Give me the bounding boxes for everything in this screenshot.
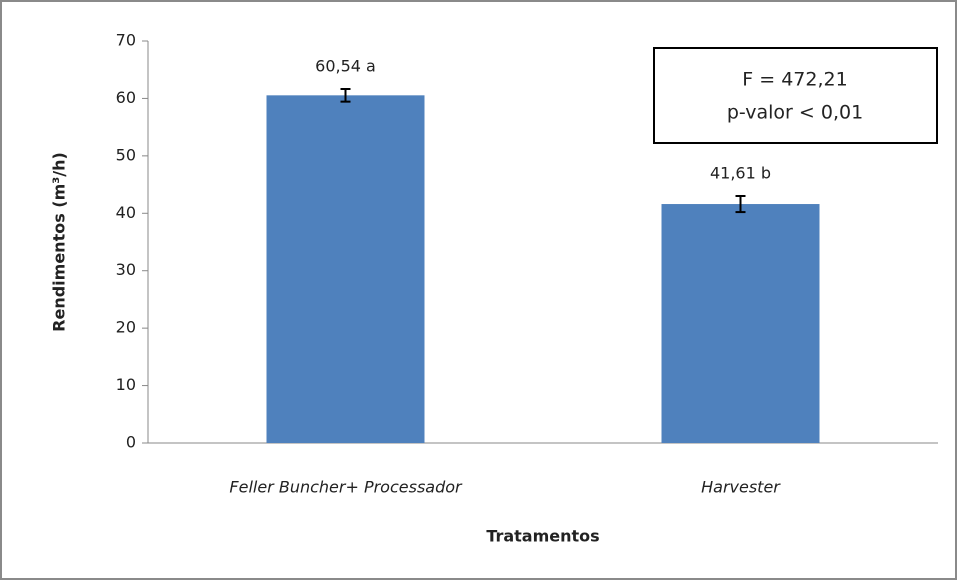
bar (661, 204, 820, 443)
y-tick-label: 70 (116, 31, 136, 50)
y-tick-label: 40 (116, 203, 136, 222)
x-tick-label: Harvester (701, 478, 781, 497)
value-label: 60,54 a (315, 57, 376, 76)
y-tick-label: 60 (116, 88, 136, 107)
y-tick-label: 50 (116, 145, 136, 164)
x-tick-label: Feller Buncher+ Processador (229, 478, 463, 497)
value-label: 41,61 b (710, 163, 771, 182)
y-tick-label: 0 (126, 433, 136, 452)
annotation: p-valor < 0,01 (727, 102, 863, 124)
annotation-box (653, 47, 938, 144)
y-tick-label: 30 (116, 260, 136, 279)
x-axis-label: Tratamentos (486, 527, 599, 546)
y-tick-label: 10 (116, 375, 136, 394)
y-axis-label: Rendimentos (m³/h) (50, 152, 69, 332)
annotation: F = 472,21 (742, 69, 847, 91)
bar (266, 95, 425, 444)
y-tick-label: 20 (116, 318, 136, 337)
